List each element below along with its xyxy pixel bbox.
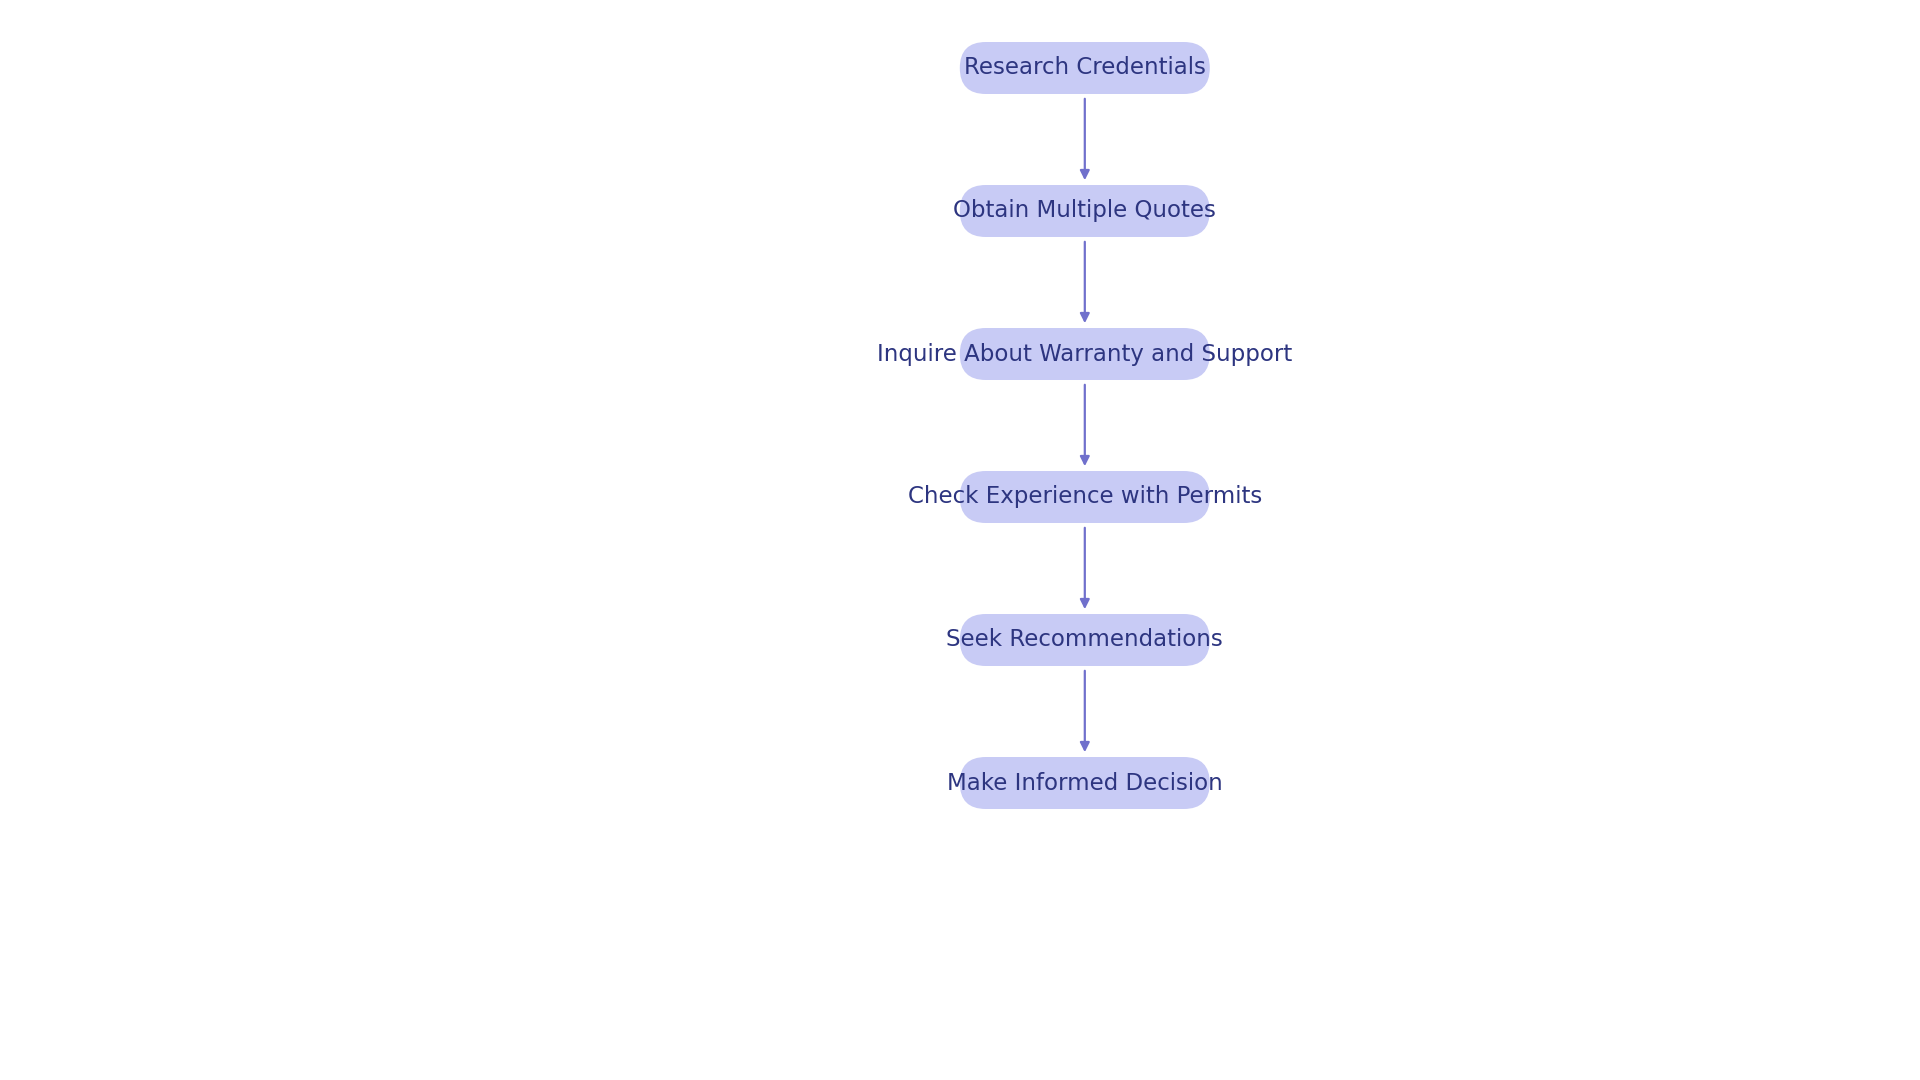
Text: Check Experience with Permits: Check Experience with Permits bbox=[908, 486, 1261, 509]
FancyBboxPatch shape bbox=[960, 185, 1210, 237]
FancyBboxPatch shape bbox=[960, 615, 1210, 666]
Text: Research Credentials: Research Credentials bbox=[964, 56, 1206, 80]
Text: Seek Recommendations: Seek Recommendations bbox=[947, 629, 1223, 651]
Text: Inquire About Warranty and Support: Inquire About Warranty and Support bbox=[877, 342, 1292, 365]
FancyBboxPatch shape bbox=[960, 757, 1210, 809]
FancyBboxPatch shape bbox=[960, 328, 1210, 380]
FancyBboxPatch shape bbox=[960, 471, 1210, 523]
FancyBboxPatch shape bbox=[960, 42, 1210, 94]
Text: Make Informed Decision: Make Informed Decision bbox=[947, 771, 1223, 795]
Text: Obtain Multiple Quotes: Obtain Multiple Quotes bbox=[954, 200, 1215, 222]
